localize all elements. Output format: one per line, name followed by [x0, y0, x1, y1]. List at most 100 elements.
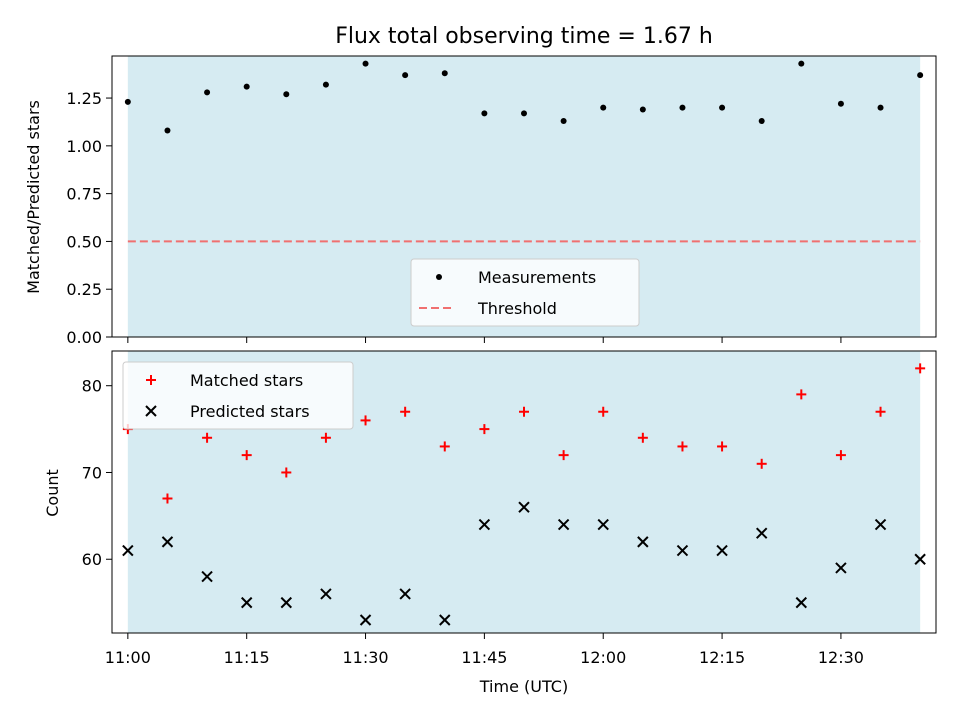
measurement-point: [917, 72, 924, 79]
predicted-stars-point: [755, 527, 768, 539]
x-tick-label: 11:15: [224, 648, 270, 667]
matched-stars-point: [360, 415, 371, 426]
x-b: [439, 614, 451, 626]
matched-stars-point: [756, 458, 767, 469]
x-b: [320, 588, 332, 600]
measurement-point: [441, 70, 448, 77]
y-tick-label: 0.50: [66, 232, 102, 251]
matched-stars-point: [717, 441, 728, 452]
x-b: [478, 518, 491, 531]
predicted-stars-point: [518, 501, 530, 513]
measurement-point: [679, 104, 686, 111]
measurement-point: [243, 83, 250, 90]
predicted-stars-point: [557, 518, 570, 531]
x-b: [755, 527, 768, 539]
matched-stars-point: [320, 432, 331, 443]
predicted-stars-point: [795, 596, 808, 609]
predicted-stars-point: [161, 536, 174, 548]
predicted-stars-point: [359, 614, 372, 626]
matched-stars-point: [677, 441, 688, 452]
measurement-point: [362, 60, 369, 67]
x-tick-label: 11:00: [105, 648, 151, 667]
y-tick-label: 70: [82, 463, 102, 482]
predicted-stars-point: [320, 588, 332, 600]
legend-box: [410, 258, 640, 327]
bottom-y-axis-label: Count: [43, 469, 62, 517]
x-b: [676, 544, 689, 557]
matched-stars-point: [835, 450, 846, 461]
measurement-point: [124, 98, 131, 105]
axes-frame: [111, 350, 937, 634]
y-tick-label: 0.00: [66, 328, 102, 347]
measurement-point: [758, 117, 765, 124]
predicted-stars-point: [637, 536, 649, 548]
matched-stars-point: [202, 432, 213, 443]
predicted-stars-point: [201, 570, 213, 583]
measurement-point: [560, 117, 567, 124]
predicted-stars-point: [439, 614, 451, 626]
legend-label: Matched stars: [190, 371, 303, 390]
measurement-point: [877, 104, 884, 111]
x-b: [518, 501, 530, 513]
legend: Measurements Threshold: [410, 258, 640, 327]
matched-stars-point: [637, 432, 648, 443]
legend-x-icon: [145, 405, 157, 417]
predicted-stars-point: [874, 518, 887, 531]
predicted-stars-point: [280, 596, 293, 609]
axes-frame: [111, 55, 937, 338]
x-tick-label: 12:00: [580, 648, 626, 667]
x-b: [716, 544, 728, 557]
x-b: [874, 518, 887, 531]
x-tick-label: 12:15: [699, 648, 745, 667]
x-b: [280, 596, 293, 609]
measurement-point: [204, 89, 211, 96]
matched-stars-point: [400, 406, 411, 417]
x-b: [359, 614, 372, 626]
legend-label: Threshold: [477, 299, 557, 318]
predicted-stars-point: [914, 553, 926, 565]
x-b: [795, 596, 808, 609]
matched-stars-point: [796, 389, 807, 400]
matched-stars-point: [875, 406, 886, 417]
predicted-stars-point: [122, 544, 134, 557]
x-tick-label: 11:45: [461, 648, 507, 667]
x-b: [122, 544, 134, 557]
measurement-point: [283, 91, 290, 98]
count-panel: 60 70 80 11:00 11:15 11:30 11:45 12:00 12:15 12:3…: [82, 350, 937, 667]
y-tick-label: 1.00: [66, 137, 102, 156]
x-b: [201, 570, 213, 583]
predicted-stars-point: [835, 562, 847, 574]
measurement-point: [521, 110, 527, 117]
matched-stars-point: [519, 406, 529, 417]
measurement-point: [402, 72, 409, 79]
measurement-point: [798, 60, 805, 67]
x-b: [597, 518, 609, 531]
measurement-point: [322, 81, 329, 88]
matched-stars-point: [162, 493, 173, 504]
legend-dot-icon: [436, 274, 442, 280]
x-tick-label: 11:30: [342, 648, 388, 667]
predicted-stars-point: [399, 588, 411, 600]
matched-stars-point: [479, 424, 490, 435]
x-b: [914, 553, 926, 565]
y-tick-label: 0.25: [66, 280, 102, 299]
measurement-point: [639, 106, 646, 113]
x-b: [399, 588, 411, 600]
legend-label: Measurements: [478, 268, 596, 287]
matched-stars-point: [598, 406, 609, 417]
top-y-axis-label: Matched/Predicted stars: [24, 100, 43, 294]
measurement-point: [600, 104, 607, 111]
predicted-stars-point: [597, 518, 609, 531]
predicted-stars-point: [240, 596, 253, 609]
measurement-point: [164, 127, 171, 134]
matched-stars-point: [915, 363, 926, 374]
matched-stars-point: [281, 467, 292, 478]
x-b: [557, 518, 570, 531]
legend: Matched stars Predicted stars: [122, 361, 354, 430]
x-b: [835, 562, 847, 574]
x-axis-label: Time (UTC): [479, 677, 568, 696]
predicted-stars-point: [676, 544, 689, 557]
y-tick-label: 0.75: [66, 185, 102, 204]
x-tick-label: 12:30: [818, 648, 864, 667]
matched-stars-point: [241, 450, 252, 461]
